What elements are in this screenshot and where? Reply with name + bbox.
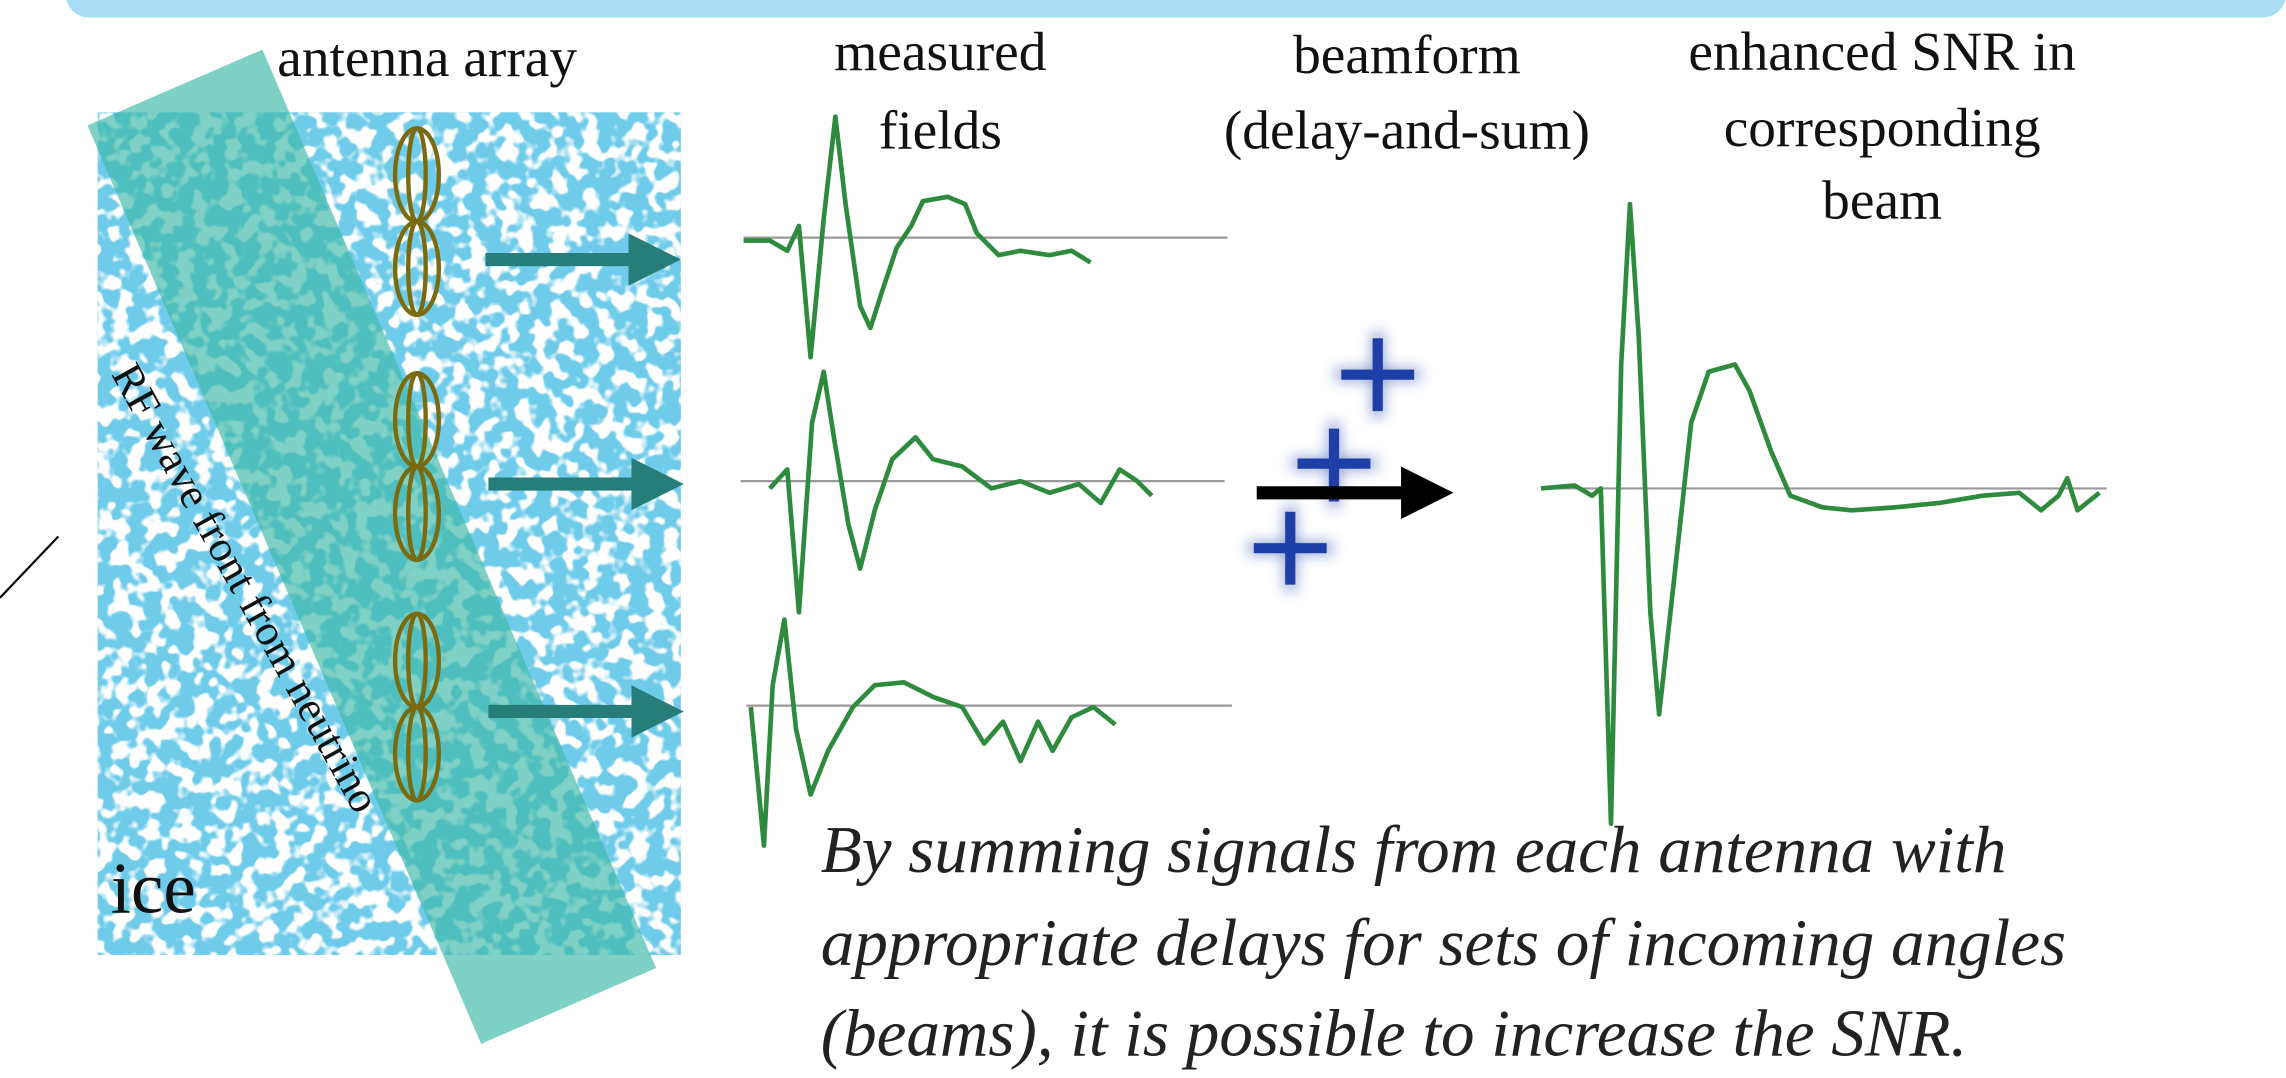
wave-front-band [87,49,657,1044]
measured-waveforms [740,114,1232,848]
ice-label: ice [111,848,196,929]
text-line: appropriate delays for sets of incoming … [821,905,2066,980]
text-line: beamform [1293,24,1521,85]
caption: By summing signals from each antenna wit… [821,812,2066,1071]
antenna-arrows [485,233,684,738]
text-line: (beams), it is possible to increase the … [821,996,1967,1071]
beamform-label: beamform (delay-and-sum) [1224,24,1590,161]
plus-signs [1247,332,1421,591]
beam-waveform [1540,201,2107,827]
text-line: By summing signals from each antenna wit… [821,812,2007,887]
text-line: measured [834,21,1047,82]
antennas [392,126,442,803]
text-line: enhanced SNR in [1688,21,2076,82]
text-line: (delay-and-sum) [1224,100,1590,161]
enhanced-label: enhanced SNR in corresponding beam [1688,21,2076,231]
antenna-array-label: antenna array [277,27,577,88]
text-line: fields [879,100,1002,161]
text-line: corresponding [1724,97,2041,158]
measured-fields-label: measured fields [834,21,1047,161]
top-bar [66,0,2286,18]
text-line: beam [1822,170,1942,231]
edge-line [0,535,60,599]
